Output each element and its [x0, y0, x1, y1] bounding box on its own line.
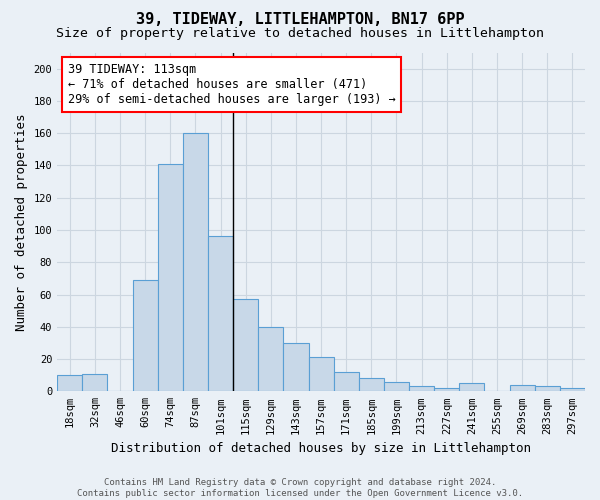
Bar: [208, 236, 233, 392]
Bar: [233, 300, 258, 392]
Bar: [434, 388, 460, 392]
Bar: [334, 372, 359, 392]
Bar: [57, 375, 82, 392]
Text: Contains HM Land Registry data © Crown copyright and database right 2024.
Contai: Contains HM Land Registry data © Crown c…: [77, 478, 523, 498]
Bar: [535, 386, 560, 392]
Bar: [409, 386, 434, 392]
Bar: [283, 343, 308, 392]
Text: 39 TIDEWAY: 113sqm
← 71% of detached houses are smaller (471)
29% of semi-detach: 39 TIDEWAY: 113sqm ← 71% of detached hou…: [68, 62, 395, 106]
Bar: [308, 358, 334, 392]
Bar: [560, 388, 585, 392]
Bar: [384, 382, 409, 392]
Bar: [460, 383, 484, 392]
Text: Size of property relative to detached houses in Littlehampton: Size of property relative to detached ho…: [56, 28, 544, 40]
Bar: [82, 374, 107, 392]
Bar: [183, 133, 208, 392]
Bar: [509, 385, 535, 392]
Bar: [359, 378, 384, 392]
Text: 39, TIDEWAY, LITTLEHAMPTON, BN17 6PP: 39, TIDEWAY, LITTLEHAMPTON, BN17 6PP: [136, 12, 464, 28]
Bar: [258, 327, 283, 392]
Bar: [158, 164, 183, 392]
Bar: [133, 280, 158, 392]
X-axis label: Distribution of detached houses by size in Littlehampton: Distribution of detached houses by size …: [111, 442, 531, 455]
Y-axis label: Number of detached properties: Number of detached properties: [15, 113, 28, 330]
